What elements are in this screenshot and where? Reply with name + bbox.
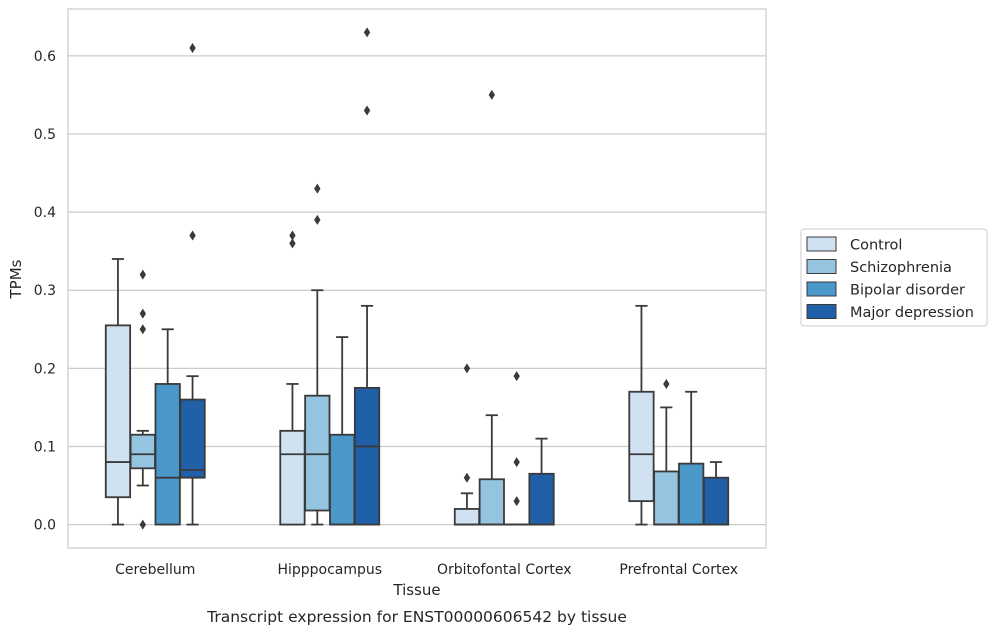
- legend-swatch: [806, 259, 837, 274]
- x-tick-label: Orbitofontal Cortex: [437, 562, 572, 578]
- box-major-depression: [179, 43, 206, 526]
- outlier-point: [139, 519, 147, 530]
- plot-frame: [67, 8, 767, 549]
- outlier-point: [488, 89, 496, 100]
- outlier-point: [513, 371, 520, 382]
- y-tick-label: 0.1: [34, 439, 56, 455]
- box-body: [628, 390, 655, 503]
- outlier-point: [189, 43, 196, 54]
- outlier-point: [139, 308, 147, 319]
- outlier-point: [139, 269, 147, 280]
- y-tick-label: 0.5: [34, 127, 56, 143]
- box-body: [179, 398, 206, 479]
- box-schizophrenia: [129, 269, 156, 530]
- y-tick-label: 0.2: [34, 361, 56, 377]
- box-body: [453, 508, 481, 526]
- y-tick-labels: 0.0 0.1 0.2 0.3 0.4 0.5 0.6: [34, 49, 56, 534]
- outlier-point: [314, 214, 321, 225]
- y-tick-label: 0.6: [34, 49, 56, 65]
- x-axis-label: Tissue: [392, 581, 440, 599]
- outlier-point: [314, 183, 321, 194]
- box-schizophrenia: [653, 378, 680, 526]
- box-major-depression: [702, 461, 730, 526]
- box-control: [104, 258, 132, 526]
- box-body: [478, 478, 505, 526]
- box-schizophrenia: [304, 183, 331, 526]
- box-body: [304, 394, 331, 512]
- outlier-point: [189, 230, 196, 241]
- legend: Control Schizophrenia Bipolar disorder Majo…: [800, 228, 988, 327]
- legend-swatch: [806, 304, 837, 319]
- outlier-point: [463, 472, 471, 483]
- box-bipolar-disorder: [154, 328, 181, 526]
- box-major-depression: [353, 27, 381, 526]
- outlier-point: [363, 27, 371, 38]
- outlier-point: [463, 363, 471, 374]
- legend-label: Bipolar disorder: [850, 283, 965, 299]
- y-axis-label: TPMs: [7, 259, 25, 299]
- legend-label: Schizophrenia: [850, 260, 952, 276]
- box-bipolar-disorder: [503, 371, 530, 526]
- box-major-depression: [528, 437, 555, 526]
- box-schizophrenia: [478, 89, 505, 526]
- y-tick-label: 0.4: [34, 205, 56, 221]
- box-body: [678, 462, 705, 526]
- y-tick-label: 0.3: [34, 283, 56, 299]
- x-tick-label: Cerebellum: [115, 562, 195, 578]
- outlier-point: [513, 496, 520, 507]
- legend-swatch: [806, 236, 837, 252]
- outlier-point: [139, 324, 147, 335]
- x-tick-label: Prefrontal Cortex: [619, 562, 738, 578]
- chart-caption: Transcript expression for ENST0000060654…: [206, 608, 627, 626]
- box-body: [329, 433, 356, 526]
- y-tick-label: 0.0: [34, 518, 56, 534]
- box-bipolar-disorder: [678, 390, 705, 526]
- box-body: [154, 383, 181, 526]
- outlier-point: [289, 230, 296, 241]
- box-body: [353, 386, 381, 526]
- box-control: [279, 230, 306, 526]
- x-tick-label: Hipppocampus: [277, 562, 382, 578]
- outlier-point: [663, 378, 670, 389]
- outlier-point: [289, 238, 296, 249]
- box-body: [129, 433, 156, 470]
- box-control: [453, 363, 481, 526]
- box-body: [104, 324, 132, 499]
- box-body: [279, 429, 306, 526]
- box-body: [702, 476, 730, 526]
- outlier-point: [363, 105, 371, 116]
- legend-label: Major depression: [850, 305, 974, 321]
- box-control: [628, 304, 655, 526]
- box-series: [104, 27, 730, 530]
- x-tick-labels: Cerebellum Hipppocampus Orbitofontal Corte…: [115, 562, 738, 578]
- box-body: [653, 470, 680, 526]
- outlier-point: [513, 457, 520, 468]
- legend-label: Control: [850, 238, 902, 254]
- box-bipolar-disorder: [329, 336, 356, 526]
- legend-swatch: [806, 281, 837, 297]
- legend-frame: [800, 228, 988, 327]
- box-body: [528, 472, 555, 526]
